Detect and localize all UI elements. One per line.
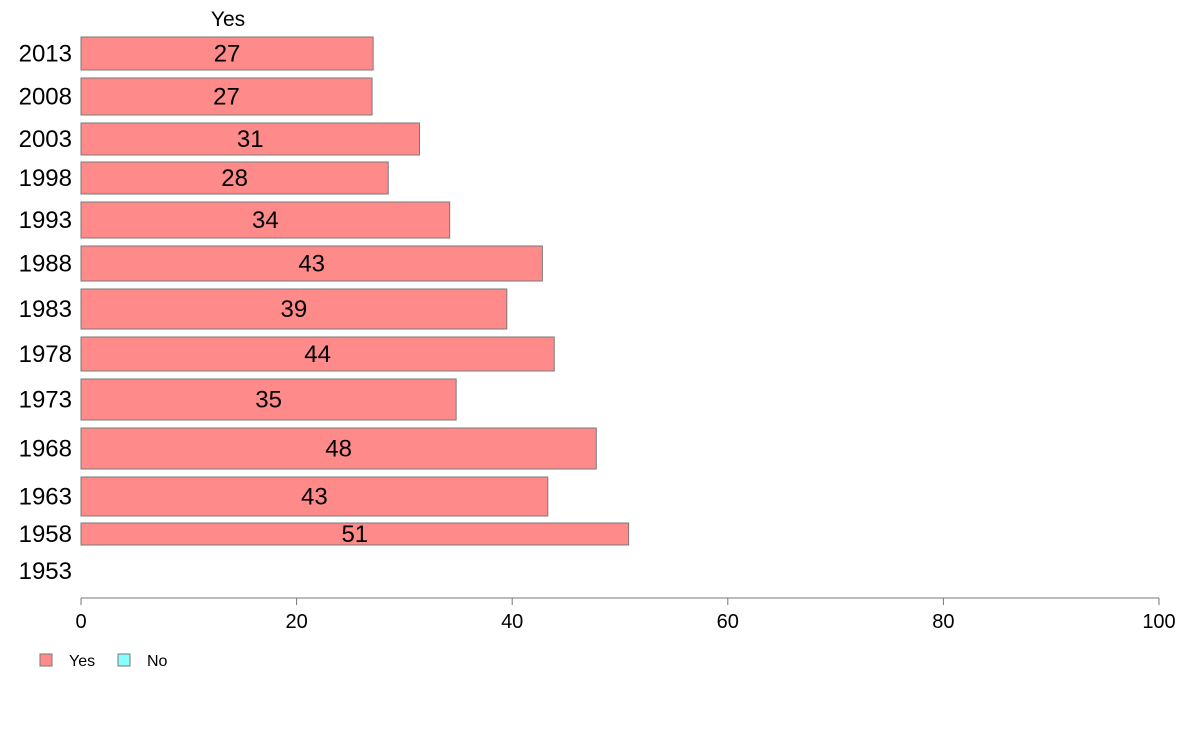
category-label: 2013 (19, 41, 72, 68)
bar-value-label: 27 (214, 41, 241, 68)
bar-yes (80, 36, 374, 71)
category-label: 1983 (19, 296, 72, 323)
bar-yes (80, 522, 630, 546)
bar-value-label: 28 (221, 165, 248, 192)
bar-yes (80, 122, 420, 156)
x-tick-label: 0 (75, 611, 86, 633)
bar-value-label: 43 (298, 251, 325, 278)
legend: Yes No (39, 653, 168, 670)
x-axis: 0 20 40 60 80 100 (75, 597, 1176, 633)
bar-yes (80, 201, 451, 239)
category-label: 1988 (19, 251, 72, 278)
bar-yes (80, 427, 597, 470)
legend-label-no: No (147, 653, 168, 670)
category-label: 1963 (19, 484, 72, 511)
x-tick-label: 20 (285, 611, 307, 633)
category-label: 1968 (19, 436, 72, 463)
x-tick-label: 100 (1142, 611, 1175, 633)
category-label: 1993 (19, 207, 72, 234)
x-tick-label: 60 (717, 611, 739, 633)
bar-yes (80, 378, 457, 421)
category-label: 1958 (19, 521, 72, 548)
bar-value-label: 39 (281, 296, 308, 323)
bar-yes (80, 77, 373, 116)
category-label: 2008 (19, 84, 72, 111)
bar-yes (80, 288, 508, 330)
x-tick-label: 40 (501, 611, 523, 633)
column-header: Yes (211, 8, 245, 31)
category-label: 1998 (19, 165, 72, 192)
legend-swatch-yes (39, 653, 53, 667)
category-labels: 2013 2008 2003 1998 1993 1988 1983 1978 1973 1968… (19, 41, 72, 586)
category-label: 1973 (19, 387, 72, 414)
bar-value-label: 31 (237, 126, 264, 153)
legend-label-yes: Yes (69, 653, 95, 670)
x-tick-label: 80 (932, 611, 954, 633)
bar-yes (80, 161, 389, 195)
legend-swatch-no (117, 653, 131, 667)
bar-yes (80, 245, 543, 282)
category-label: 1953 (19, 558, 72, 585)
bar-yes (80, 336, 555, 372)
bar-value-label: 48 (325, 436, 352, 463)
category-label: 2003 (19, 126, 72, 153)
bar-value-label: 44 (304, 341, 331, 368)
bar-value-label: 35 (255, 387, 282, 414)
bar-yes (80, 476, 549, 517)
category-label: 1978 (19, 341, 72, 368)
bar-value-label: 34 (252, 207, 279, 234)
bar-value-label: 27 (213, 84, 240, 111)
bar-value-label: 51 (341, 521, 368, 548)
bars (80, 36, 630, 546)
bar-value-label: 43 (301, 484, 328, 511)
